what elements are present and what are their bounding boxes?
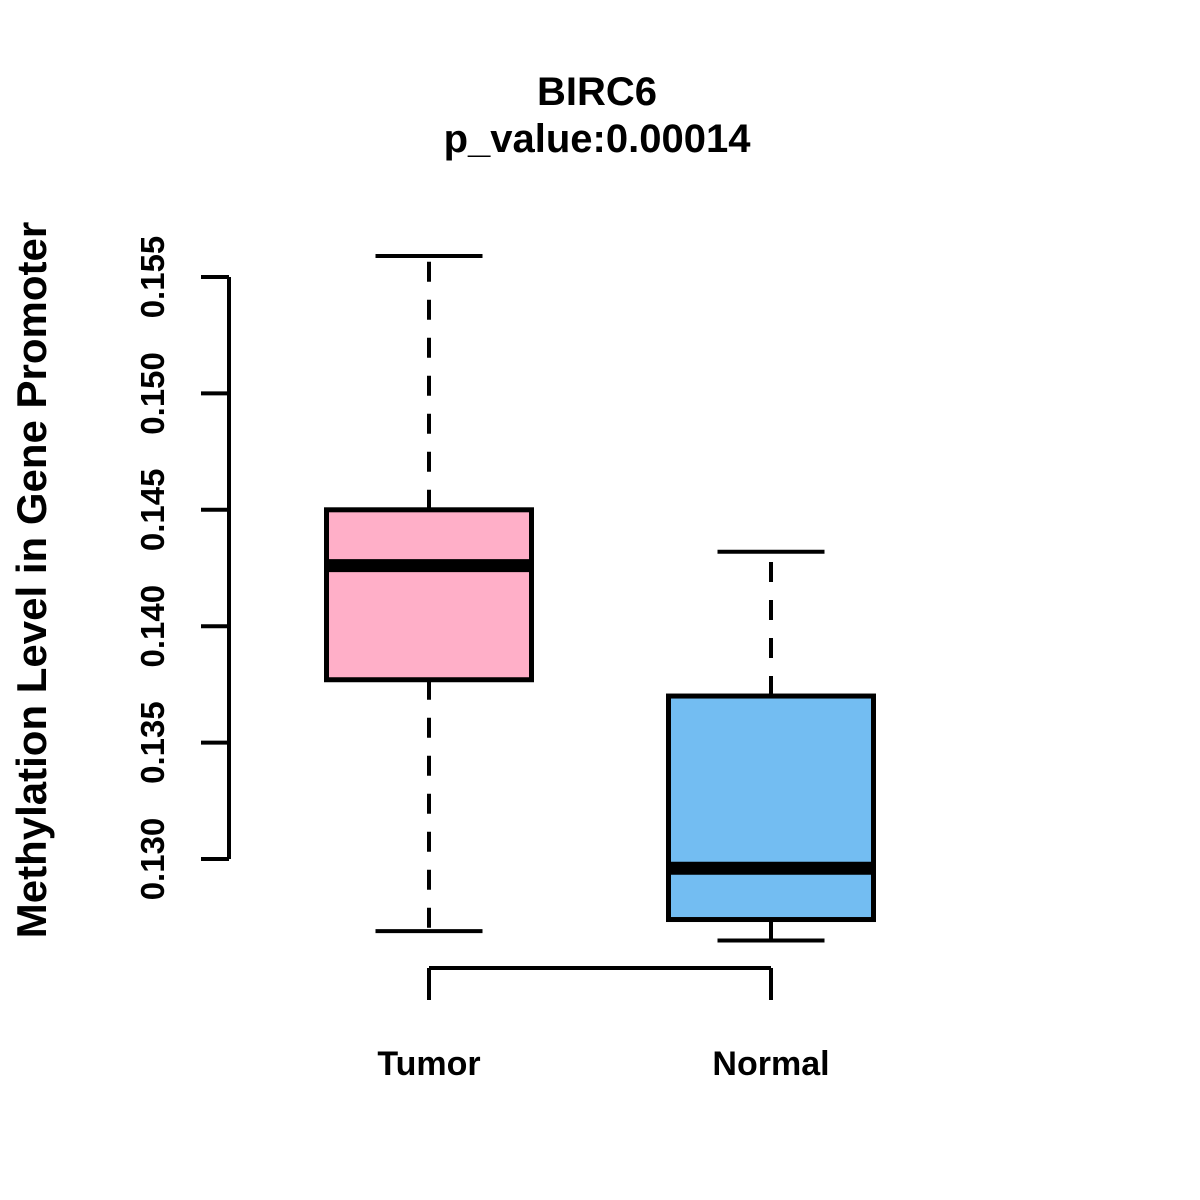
y-tick-label: 0.145 [134,469,171,552]
x-axis: Tumor Normal [377,966,830,1083]
chart-subtitle: p_value:0.00014 [444,117,752,161]
y-tick-label: 0.140 [134,585,171,668]
y-axis-title: Methylation Level in Gene Promoter [8,222,55,938]
x-group-label-tumor: Tumor [377,1045,480,1083]
tumor-box [324,507,534,683]
y-tick-label: 0.135 [134,701,171,784]
y-axis: 0.155 0.150 0.145 0.140 0.135 0.130 [134,236,231,901]
y-tick-label: 0.130 [134,818,171,901]
y-tick-label: 0.155 [134,236,171,319]
boxplot-normal [666,549,876,943]
box-groups [324,254,876,943]
boxplot-tumor [324,254,534,934]
y-tick-label: 0.150 [134,352,171,435]
chart-title: BIRC6 [537,70,657,114]
normal-box [666,693,876,923]
x-group-label-normal: Normal [712,1045,829,1083]
